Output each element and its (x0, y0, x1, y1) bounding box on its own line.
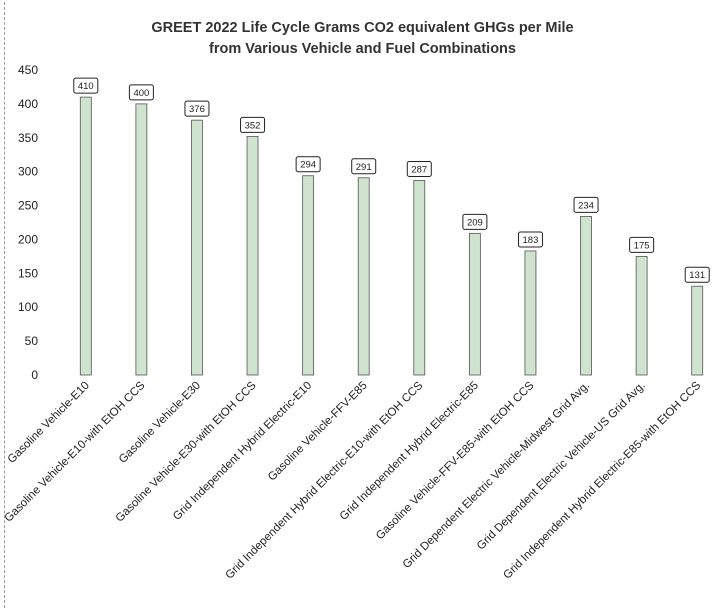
y-tick-label: 50 (25, 334, 39, 348)
data-label-box (128, 84, 154, 101)
y-tick-label: 200 (18, 232, 38, 246)
y-tick-label: 450 (18, 63, 38, 77)
data-label: 287 (411, 164, 427, 175)
data-label-box (184, 100, 210, 117)
data-label-box (73, 77, 99, 94)
bar (246, 136, 259, 376)
data-label-box (240, 116, 266, 133)
data-label: 291 (356, 162, 372, 173)
x-tick-label: Gasoline Vehicle-FFV-E85 (266, 380, 370, 484)
bar (468, 232, 481, 376)
chart-title-line-1: GREET 2022 Life Cycle Grams CO2 equivale… (151, 20, 574, 36)
data-label-box (462, 213, 488, 230)
y-tick-label: 400 (18, 97, 38, 111)
data-label: 183 (523, 235, 539, 246)
y-tick-label: 250 (18, 199, 38, 213)
data-label: 294 (300, 160, 316, 171)
data-label-box (406, 160, 432, 177)
bar (524, 250, 537, 376)
data-label-box (295, 156, 321, 173)
data-label-box (517, 231, 543, 248)
data-label: 131 (689, 270, 705, 281)
x-tick-label: Grid Independent Hybrid Electric-E85-wit… (501, 379, 703, 581)
data-label: 376 (189, 104, 205, 115)
bar (135, 103, 148, 376)
y-tick-label: 0 (31, 368, 38, 382)
bar (635, 255, 648, 376)
data-label: 410 (78, 81, 94, 92)
bar (357, 177, 370, 376)
data-label-box (351, 158, 377, 175)
bar (580, 215, 592, 376)
data-label-box (629, 236, 655, 253)
bar (691, 285, 704, 376)
data-label-box (684, 266, 710, 283)
bar (191, 119, 203, 376)
chart-title: GREET 2022 Life Cycle Grams CO2 equivale… (0, 18, 725, 60)
data-label: 175 (634, 240, 650, 251)
x-tick-label: Grid Dependent Electric Vehicle-Midwest … (401, 380, 592, 571)
data-label: 352 (245, 120, 261, 131)
data-label: 234 (578, 200, 594, 211)
chart-frame (4, 2, 721, 608)
data-label: 209 (467, 217, 483, 228)
data-label: 400 (133, 88, 149, 99)
bar (79, 96, 92, 376)
bar (413, 180, 426, 376)
x-tick-label: Grid Independent Hybrid Electric-E10-wit… (223, 379, 425, 581)
y-tick-label: 150 (18, 266, 38, 280)
data-label-box (573, 196, 599, 213)
y-tick-label: 300 (18, 165, 38, 179)
chart-title-line-2: from Various Vehicle and Fuel Combinatio… (209, 41, 516, 57)
y-tick-label: 350 (18, 131, 38, 145)
bar (302, 175, 315, 376)
y-tick-label: 100 (18, 300, 38, 314)
